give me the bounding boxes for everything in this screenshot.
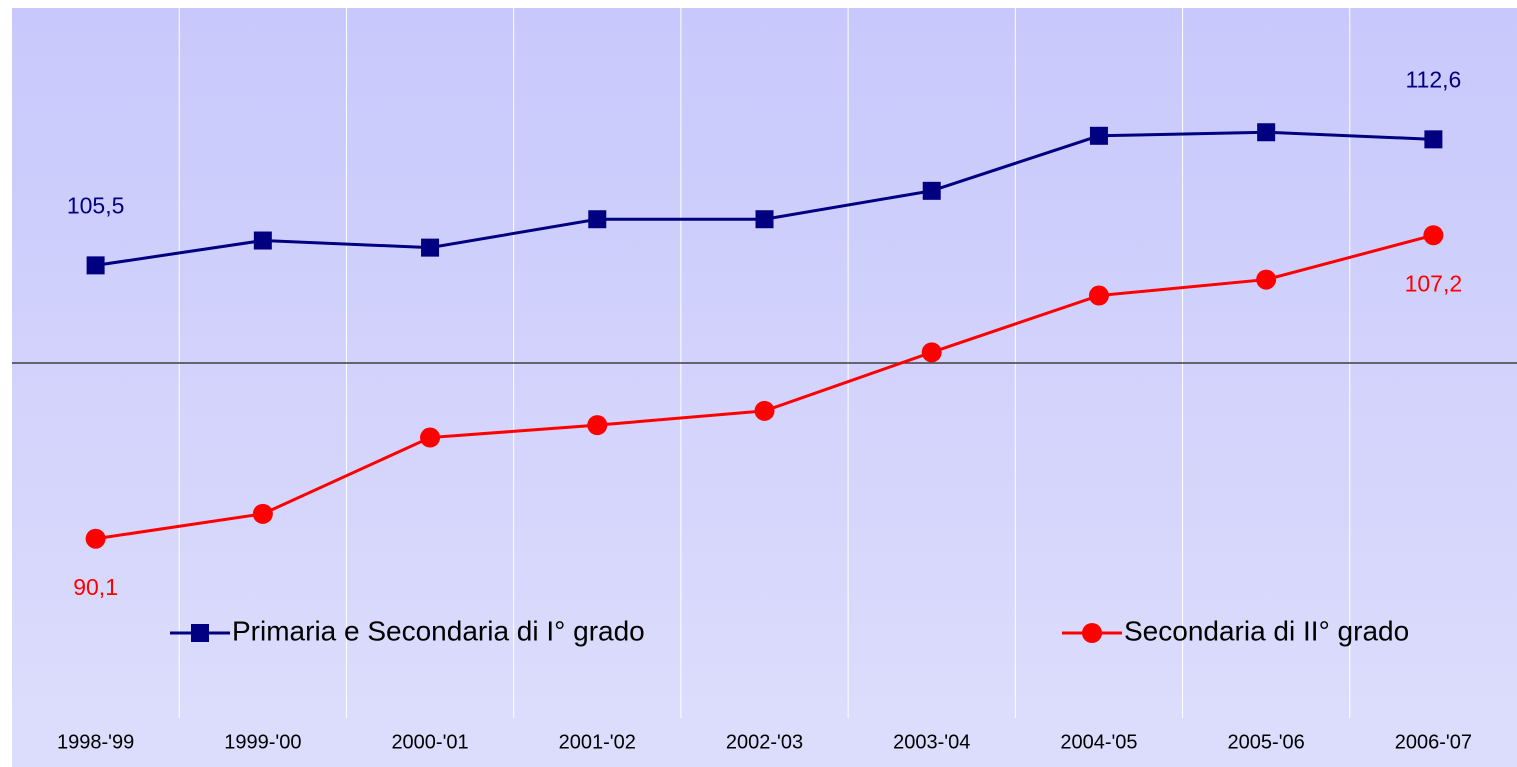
data-label: 112,6 (1405, 66, 1461, 92)
data-point (1424, 130, 1443, 149)
x-tick-label: 2001-'02 (559, 731, 636, 753)
data-point (253, 231, 272, 250)
legend-marker (191, 624, 209, 642)
data-point (922, 181, 941, 200)
data-point (85, 528, 106, 549)
data-point (86, 256, 105, 275)
legend-label: Secondaria di II° grado (1124, 615, 1409, 646)
data-point (1256, 269, 1277, 290)
data-point (587, 415, 608, 436)
x-tick-label: 2005-'06 (1228, 731, 1305, 753)
x-tick-label: 1999-'00 (224, 731, 301, 753)
data-label: 90,1 (73, 574, 118, 600)
data-point (421, 238, 440, 257)
data-label: 107,2 (1405, 270, 1463, 296)
legend-label: Primaria e Secondaria di I° grado (232, 615, 645, 646)
data-point (252, 503, 273, 524)
x-axis-strip (12, 718, 1517, 767)
data-point (1423, 225, 1444, 246)
data-point (754, 400, 775, 421)
x-tick-label: 1998-'99 (57, 731, 134, 753)
x-tick-label: 2000-'01 (391, 731, 468, 753)
data-point (755, 210, 774, 229)
data-point (1089, 126, 1108, 145)
data-point (588, 210, 607, 229)
x-tick-label: 2002-'03 (726, 731, 803, 753)
x-tick-label: 2003-'04 (893, 731, 970, 753)
x-tick-label: 2006-'07 (1395, 731, 1472, 753)
legend-marker (1082, 623, 1102, 643)
data-point (921, 342, 942, 363)
x-tick-label: 2004-'05 (1060, 731, 1137, 753)
data-point (420, 427, 441, 448)
data-point (1257, 123, 1276, 142)
data-label: 105,5 (67, 192, 125, 218)
data-point (1088, 285, 1109, 306)
